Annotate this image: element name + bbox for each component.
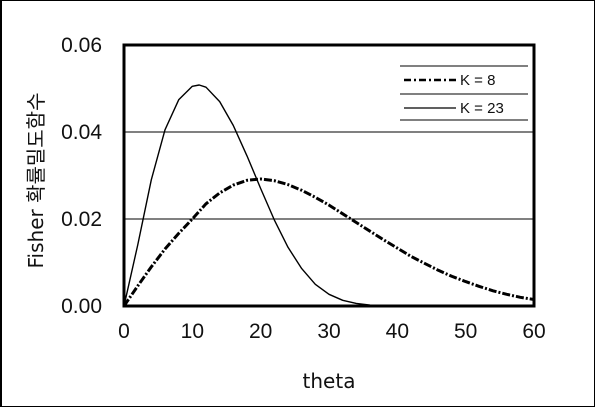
x-tick-label: 10	[181, 320, 204, 343]
grid	[124, 131, 534, 220]
y-axis-title: Fisher 확률밀도함수	[24, 93, 48, 269]
legend-label-k8: K = 8	[460, 72, 495, 89]
x-axis-title: theta	[303, 369, 356, 393]
plot-area	[122, 43, 536, 308]
x-tick-label: 20	[249, 320, 272, 343]
y-tick-label: 0.00	[61, 295, 102, 318]
series-line-k23	[123, 84, 439, 307]
x-tick-label: 30	[317, 320, 340, 343]
y-tick-label: 0.06	[61, 34, 102, 57]
x-tick-label: 40	[386, 320, 409, 343]
x-tick-label: 50	[454, 320, 477, 343]
x-axis-ticks: 0 10 20 30 40 50 60	[118, 320, 546, 343]
x-tick-label: 0	[118, 320, 130, 343]
series-line-k8	[122, 177, 535, 307]
series-group	[122, 84, 535, 307]
legend-label-k23: K = 23	[460, 100, 504, 117]
x-tick-label: 60	[522, 320, 545, 343]
y-tick-label: 0.02	[61, 208, 102, 231]
legend-box	[400, 64, 528, 122]
y-tick-label: 0.04	[61, 121, 102, 144]
legend: K = 8 K = 23	[400, 64, 528, 122]
y-axis-ticks: 0.00 0.02 0.04 0.06	[61, 34, 102, 318]
